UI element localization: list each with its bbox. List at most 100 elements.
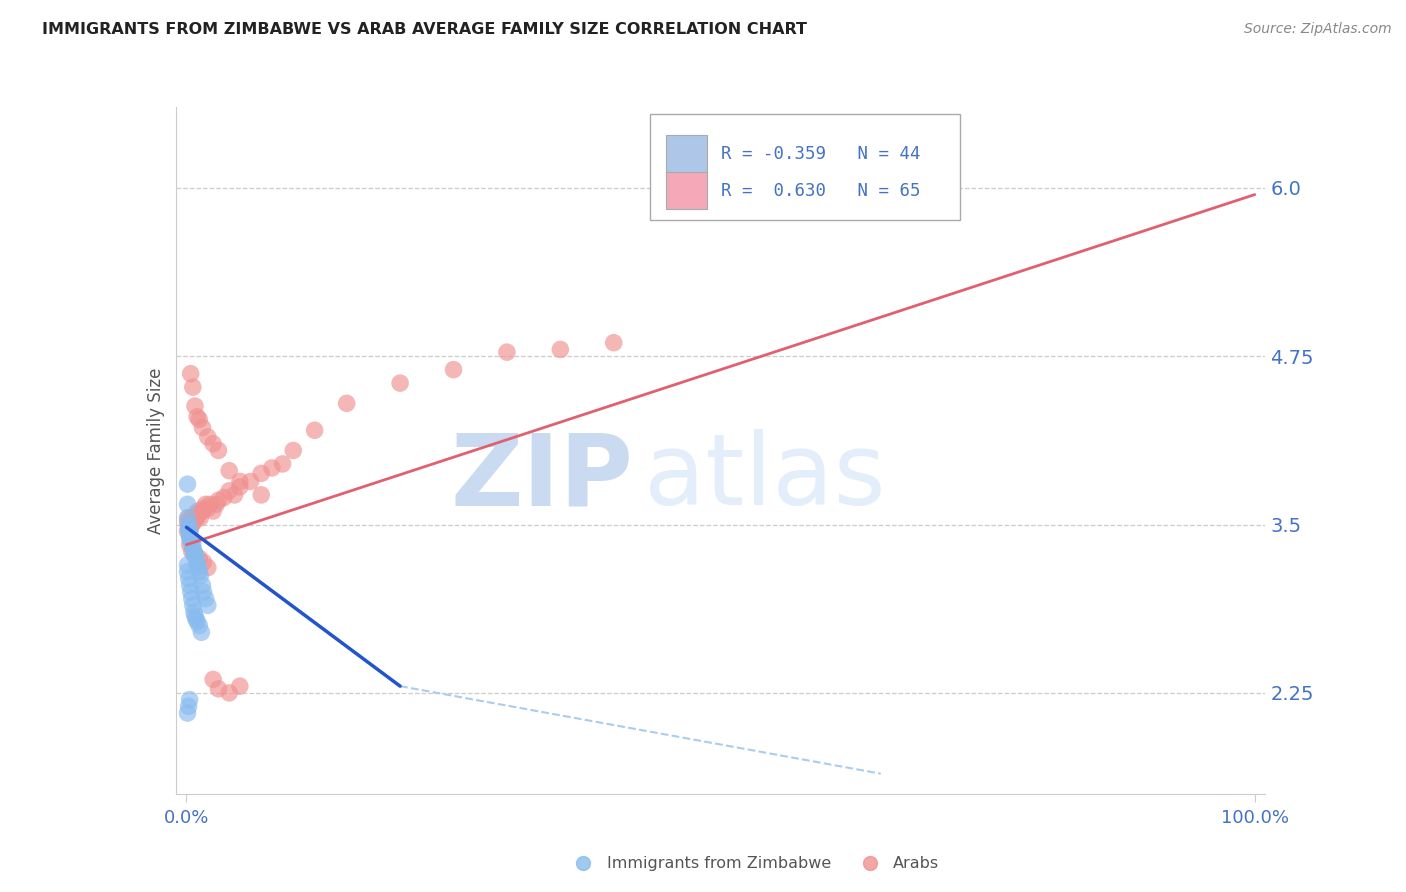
- Point: [212, 491, 235, 505]
- Point: [177, 520, 200, 534]
- Point: [183, 547, 205, 561]
- Text: atlas: atlas: [644, 429, 886, 526]
- Point: [250, 488, 273, 502]
- Point: [186, 558, 208, 572]
- Point: [304, 423, 326, 437]
- Point: [186, 409, 208, 424]
- Point: [184, 609, 207, 624]
- Point: [176, 565, 198, 579]
- Text: Immigrants from Zimbabwe: Immigrants from Zimbabwe: [607, 855, 831, 871]
- Point: [176, 558, 198, 572]
- Point: [177, 699, 200, 714]
- Point: [496, 345, 519, 359]
- Point: [188, 507, 211, 521]
- Point: [176, 497, 198, 511]
- Point: [550, 343, 572, 357]
- Point: [177, 571, 200, 585]
- Point: [176, 706, 198, 720]
- Point: [202, 436, 225, 450]
- Point: [180, 585, 202, 599]
- Point: [180, 533, 202, 548]
- Point: [198, 497, 221, 511]
- Point: [186, 615, 208, 629]
- Point: [224, 488, 246, 502]
- Point: [187, 560, 209, 574]
- Point: [180, 510, 202, 524]
- Point: [207, 443, 229, 458]
- Point: [207, 681, 229, 696]
- Point: [181, 538, 204, 552]
- Text: R =  0.630   N = 65: R = 0.630 N = 65: [721, 182, 920, 200]
- Point: [184, 551, 207, 566]
- FancyBboxPatch shape: [666, 136, 707, 173]
- Point: [218, 686, 240, 700]
- Point: [184, 510, 207, 524]
- Point: [207, 493, 229, 508]
- Point: [177, 520, 200, 534]
- Point: [250, 467, 273, 481]
- Point: [188, 565, 211, 579]
- Point: [229, 480, 252, 494]
- Point: [180, 517, 202, 532]
- Point: [193, 585, 215, 599]
- Point: [179, 524, 201, 539]
- Point: [197, 599, 219, 613]
- Point: [202, 504, 225, 518]
- Point: [191, 420, 214, 434]
- Point: [188, 568, 211, 582]
- Point: [179, 528, 201, 542]
- Point: [180, 544, 202, 558]
- Point: [180, 515, 202, 529]
- Point: [205, 497, 228, 511]
- Point: [271, 457, 294, 471]
- Point: [188, 412, 211, 426]
- Point: [572, 856, 595, 871]
- Point: [193, 555, 215, 569]
- Point: [180, 531, 202, 545]
- Y-axis label: Average Family Size: Average Family Size: [146, 368, 165, 533]
- Point: [183, 605, 205, 619]
- Point: [180, 533, 202, 548]
- Point: [176, 524, 198, 539]
- FancyBboxPatch shape: [650, 114, 960, 220]
- Point: [218, 464, 240, 478]
- Point: [188, 618, 211, 632]
- Point: [179, 524, 201, 539]
- Point: [389, 376, 412, 391]
- Point: [190, 625, 212, 640]
- Point: [186, 510, 208, 524]
- Point: [194, 497, 217, 511]
- FancyBboxPatch shape: [666, 171, 707, 210]
- Point: [184, 547, 207, 561]
- Point: [180, 591, 202, 606]
- Point: [197, 560, 219, 574]
- Point: [202, 673, 225, 687]
- Point: [603, 335, 626, 350]
- Point: [218, 483, 240, 498]
- Point: [181, 599, 204, 613]
- Point: [922, 187, 945, 202]
- Point: [191, 504, 214, 518]
- Point: [181, 541, 204, 556]
- Text: IMMIGRANTS FROM ZIMBABWE VS ARAB AVERAGE FAMILY SIZE CORRELATION CHART: IMMIGRANTS FROM ZIMBABWE VS ARAB AVERAGE…: [42, 22, 807, 37]
- Point: [443, 362, 465, 376]
- Point: [181, 510, 204, 524]
- Point: [180, 520, 202, 534]
- Point: [197, 430, 219, 444]
- Point: [180, 538, 202, 552]
- Point: [176, 510, 198, 524]
- Point: [183, 515, 205, 529]
- Point: [184, 547, 207, 561]
- Point: [184, 507, 207, 521]
- Point: [188, 510, 211, 524]
- Point: [177, 517, 200, 532]
- Point: [191, 578, 214, 592]
- Point: [176, 477, 198, 491]
- Point: [181, 380, 204, 394]
- Text: R = -0.359   N = 44: R = -0.359 N = 44: [721, 145, 920, 163]
- Point: [184, 612, 207, 626]
- Point: [179, 692, 201, 706]
- Point: [197, 501, 219, 516]
- Point: [858, 856, 880, 871]
- Point: [283, 443, 305, 458]
